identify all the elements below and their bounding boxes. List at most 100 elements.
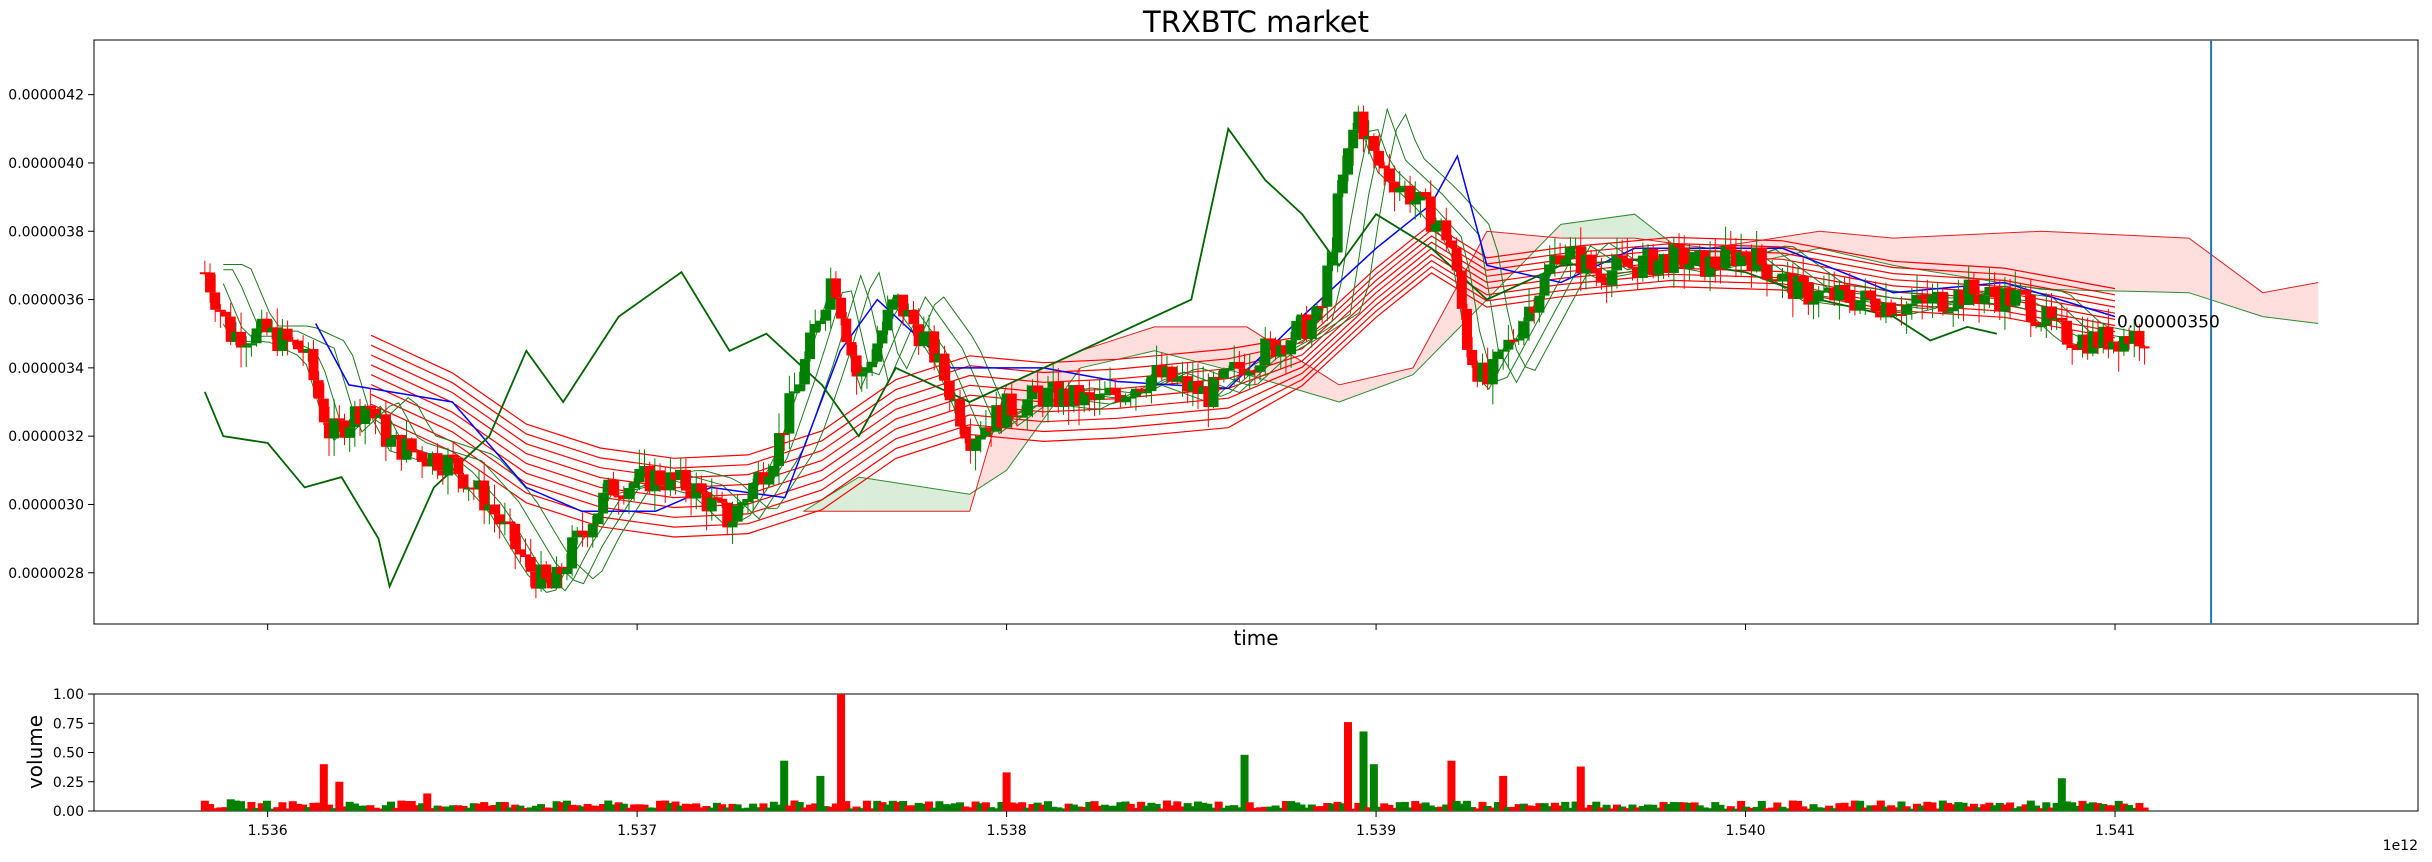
- volume-bar: [862, 800, 871, 811]
- volume-bar: [754, 807, 763, 811]
- candle-body: [691, 483, 702, 499]
- candle-body: [1772, 279, 1783, 282]
- volume-bar: [950, 803, 959, 811]
- candle-body: [660, 485, 671, 491]
- candle-body: [1146, 375, 1157, 392]
- candle-body: [2118, 336, 2129, 352]
- volume-bar: [966, 807, 975, 811]
- volume-bar: [1814, 807, 1823, 811]
- volume-bar: [1530, 806, 1539, 811]
- volume-bar: [1669, 802, 1678, 811]
- candle-body: [2015, 289, 2026, 292]
- candle-body: [1477, 362, 1488, 382]
- volume-x-tick-label: 1.540: [1726, 823, 1766, 839]
- volume-bar: [278, 802, 287, 811]
- candle-body: [355, 406, 366, 424]
- volume-bar: [1938, 800, 1947, 811]
- candle-body: [1813, 290, 1824, 302]
- candle-body: [2005, 288, 2016, 306]
- volume-bar: [1985, 802, 1994, 811]
- volume-bar: [707, 807, 716, 811]
- volume-bar: [490, 804, 499, 811]
- volume-bar: [2037, 808, 2046, 811]
- candle-body: [1668, 244, 1679, 274]
- volume-bar: [728, 803, 737, 811]
- price-x-axis: [267, 624, 2116, 630]
- volume-bar: [1762, 808, 1771, 811]
- candle-body: [2108, 341, 2119, 350]
- price-y-tick-label: 0.0000040: [8, 156, 84, 172]
- volume-bar: [1556, 805, 1565, 811]
- candle-body: [1327, 252, 1338, 266]
- candle-body: [737, 502, 748, 506]
- candle-body: [908, 310, 919, 325]
- candle-body: [349, 406, 360, 428]
- volume-bar: [1225, 805, 1234, 811]
- candle-body: [323, 422, 334, 439]
- price-panel: 0.0000028 0.0000030 0.0000032 0.0000034 0.00…: [8, 5, 2419, 650]
- volume-bar: [1018, 802, 1027, 811]
- candle-body: [1761, 264, 1772, 280]
- volume-bar: [1256, 807, 1265, 811]
- volume-x-tick-label: 1.541: [2095, 823, 2135, 839]
- volume-bar: [826, 806, 835, 811]
- candle-body: [794, 384, 805, 392]
- candle-body: [877, 330, 888, 344]
- candle-body: [391, 435, 402, 439]
- volume-bar: [273, 807, 282, 811]
- candle-body: [887, 299, 898, 310]
- candle-body: [1565, 247, 1576, 259]
- volume-bar: [1390, 807, 1399, 811]
- candle-body: [1705, 256, 1716, 277]
- candle-body: [996, 405, 1007, 428]
- candle-body: [1725, 246, 1736, 250]
- candle-body: [1658, 254, 1669, 261]
- volume-bar: [200, 800, 209, 811]
- candle-body: [256, 318, 267, 329]
- candle-body: [1032, 385, 1043, 393]
- volume-bar: [1540, 803, 1549, 811]
- candle-body: [1110, 387, 1121, 395]
- candle-body: [1767, 279, 1778, 282]
- candle-body: [536, 564, 547, 589]
- short-ema-line: [223, 113, 2145, 580]
- candle-body: [515, 549, 526, 555]
- last-price-annotation: 0.00000350: [2117, 313, 2220, 333]
- candle-body: [1777, 273, 1788, 282]
- volume-bar: [1426, 805, 1435, 811]
- volume-bar: [930, 807, 939, 811]
- candle-body: [1384, 168, 1395, 182]
- candle-body: [2036, 325, 2047, 328]
- candle-body: [318, 398, 329, 423]
- candle-body: [1984, 287, 1995, 296]
- candle-body: [644, 465, 655, 492]
- candle-body: [458, 474, 469, 489]
- volume-bar: [573, 805, 582, 811]
- candle-body: [489, 504, 500, 515]
- candle-body: [1451, 247, 1462, 271]
- candle-body: [1870, 298, 1881, 312]
- volume-bar: [945, 804, 954, 811]
- candle-body: [970, 439, 981, 451]
- volume-bar: [2073, 805, 2082, 811]
- candle-body: [2051, 317, 2062, 320]
- candle-body: [1937, 291, 1948, 312]
- volume-bar: [1033, 802, 1042, 811]
- volume-bar: [1126, 803, 1135, 811]
- cloud-segment: [2188, 238, 2263, 317]
- candle-body: [1317, 306, 1328, 309]
- candle-body: [903, 310, 914, 317]
- candle-body: [1798, 275, 1809, 283]
- volume-bar: [1850, 800, 1859, 811]
- volume-bar: [1002, 772, 1011, 811]
- candle-body: [287, 339, 298, 342]
- candle-body: [2077, 334, 2088, 349]
- price-y-tick-label: 0.0000038: [8, 224, 84, 240]
- volume-bar: [1587, 804, 1596, 811]
- candle-body: [1074, 385, 1085, 406]
- candle-body: [530, 571, 541, 589]
- candle-body: [799, 359, 810, 385]
- candle-body: [417, 452, 428, 462]
- volume-bar: [1152, 803, 1161, 811]
- volume-bar: [1783, 808, 1792, 811]
